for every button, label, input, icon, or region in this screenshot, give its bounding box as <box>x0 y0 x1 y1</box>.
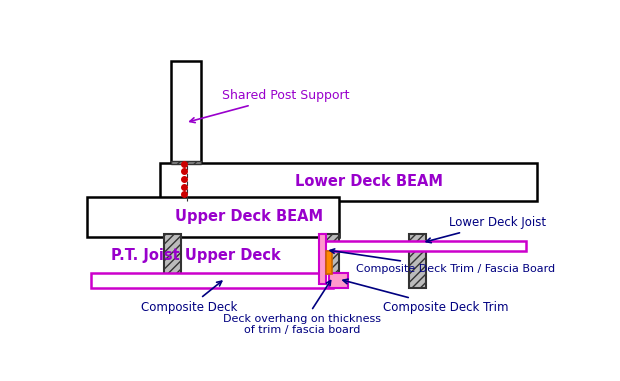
Text: Lower Deck Joist: Lower Deck Joist <box>426 216 546 243</box>
Bar <box>326 251 332 274</box>
Bar <box>172 61 201 164</box>
Text: Deck overhang on thickness
of trim / fascia board: Deck overhang on thickness of trim / fas… <box>223 281 381 335</box>
Text: P.T. Joist Upper Deck: P.T. Joist Upper Deck <box>112 248 281 263</box>
Bar <box>324 240 526 251</box>
Bar <box>160 163 537 201</box>
Bar <box>322 234 339 288</box>
Text: Upper Deck BEAM: Upper Deck BEAM <box>175 209 324 224</box>
Bar <box>91 273 333 288</box>
Text: Composite Deck Trim: Composite Deck Trim <box>343 279 508 314</box>
Text: Lower Deck BEAM: Lower Deck BEAM <box>294 174 443 189</box>
Bar <box>164 234 180 288</box>
Text: Composite Deck Trim / Fascia Board: Composite Deck Trim / Fascia Board <box>330 249 556 274</box>
Bar <box>172 161 201 164</box>
Text: Composite Deck: Composite Deck <box>141 281 237 314</box>
Bar <box>329 273 348 288</box>
Bar <box>319 234 326 285</box>
Bar <box>87 197 339 237</box>
Text: Shared Post Support: Shared Post Support <box>190 89 349 123</box>
Bar <box>409 234 425 288</box>
